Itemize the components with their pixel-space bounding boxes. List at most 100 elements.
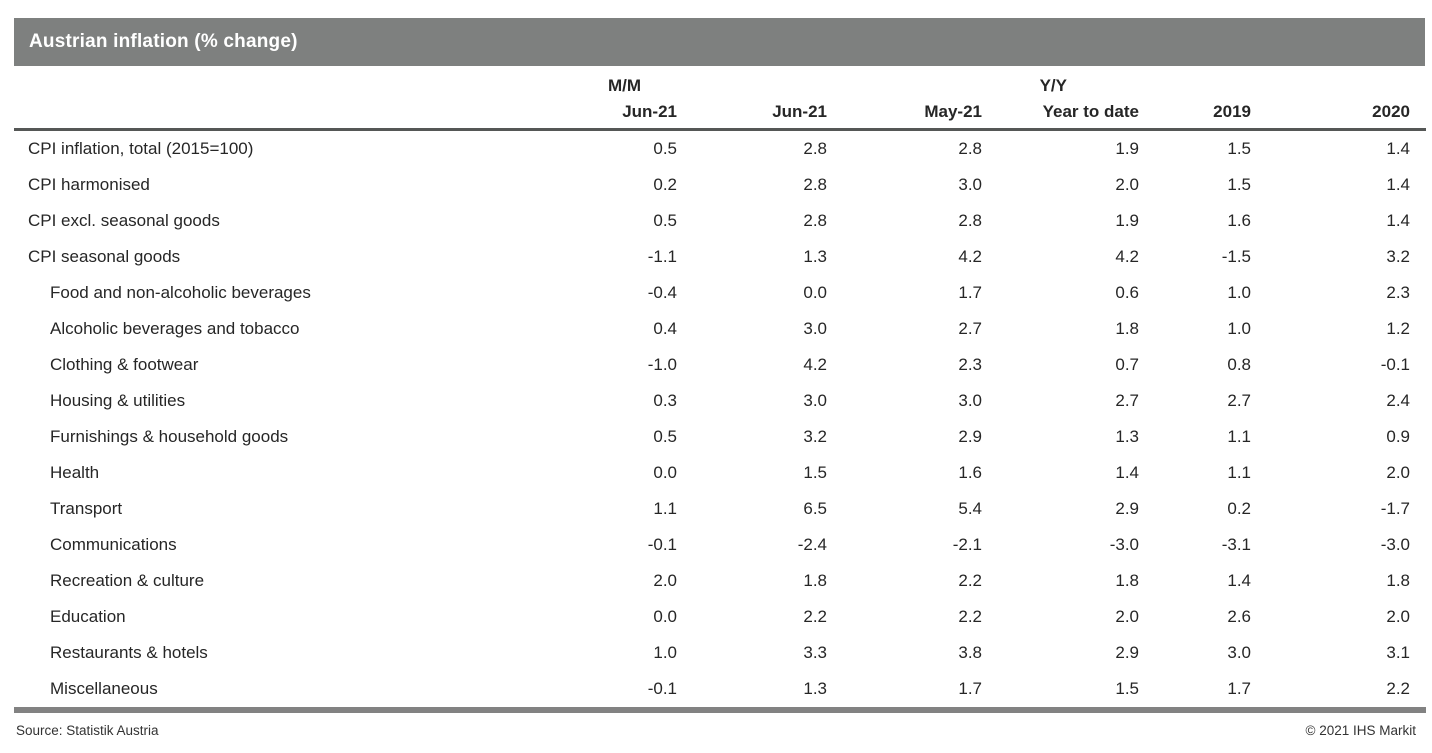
cell-value: 1.7	[1227, 679, 1251, 698]
table-bottom-rule	[14, 707, 1426, 713]
table-row: Health 0.0 1.5 1.6 1.4 1.1 2.0	[14, 455, 1426, 491]
cell-value: 0.8	[1227, 355, 1251, 374]
cell-value: 1.0	[653, 643, 677, 662]
cell-value: -1.5	[1221, 247, 1251, 266]
cell-value: 0.5	[653, 427, 677, 446]
cell-value: 2.8	[803, 139, 827, 158]
inflation-table-wrap: M/M Y/Y Jun-21 Jun-21 May-21 Year to dat…	[14, 66, 1426, 707]
cell-value: 2.9	[958, 427, 982, 446]
cell-value: -3.0	[1380, 535, 1410, 554]
cell-value: 1.5	[1227, 175, 1251, 194]
cell-value: 2.0	[1115, 175, 1139, 194]
cell-value: 1.8	[1115, 319, 1139, 338]
cell-value: 1.8	[803, 571, 827, 590]
cell-value: -0.4	[647, 283, 677, 302]
cell-value: 2.2	[958, 571, 982, 590]
source-note: Source: Statistik Austria	[16, 723, 159, 738]
cell-value: 1.8	[1386, 571, 1410, 590]
cell-value: 1.4	[1386, 175, 1410, 194]
table-row: Recreation & culture 2.0 1.8 2.2 1.8 1.4 1.8	[14, 563, 1426, 599]
row-label: CPI seasonal goods	[28, 247, 181, 266]
cell-value: 1.4	[1115, 463, 1139, 482]
row-label: CPI excl. seasonal goods	[28, 211, 220, 230]
cell-value: -0.1	[647, 535, 677, 554]
table-row: Education 0.0 2.2 2.2 2.0 2.6 2.0	[14, 599, 1426, 635]
cell-value: 5.4	[958, 499, 982, 518]
cell-value: 0.3	[653, 391, 677, 410]
cell-value: 1.7	[958, 679, 982, 698]
cell-value: 1.4	[1386, 211, 1410, 230]
table-row: CPI harmonised 0.2 2.8 3.0 2.0 1.5 1.4	[14, 167, 1426, 203]
cell-value: 1.1	[653, 499, 677, 518]
cell-value: -0.1	[1380, 355, 1410, 374]
cell-value: 2.2	[1386, 679, 1410, 698]
table-row: Food and non-alcoholic beverages -0.4 0.0 1…	[14, 275, 1426, 311]
row-label: Housing & utilities	[50, 391, 186, 410]
table-row: Clothing & footwear -1.0 4.2 2.3 0.7 0.8 -0.1	[14, 347, 1426, 383]
row-label: Transport	[50, 499, 123, 518]
row-label: CPI harmonised	[28, 175, 150, 194]
cell-value: 1.6	[958, 463, 982, 482]
cell-value: 4.2	[803, 355, 827, 374]
cell-value: 2.0	[1386, 463, 1410, 482]
cell-value: 2.0	[1115, 607, 1139, 626]
cell-value: 2.2	[958, 607, 982, 626]
group-header-spacer	[14, 66, 459, 96]
column-header-year-to-date: Year to date	[1042, 102, 1139, 121]
copyright-note: © 2021 IHS Markit	[1305, 723, 1417, 738]
cell-value: 2.6	[1227, 607, 1251, 626]
row-label: Recreation & culture	[50, 571, 205, 590]
column-header-yy-may21: May-21	[924, 102, 982, 121]
cell-value: 1.3	[803, 679, 827, 698]
cell-value: 3.8	[958, 643, 982, 662]
cell-value: 0.2	[1227, 499, 1251, 518]
cell-value: 0.0	[803, 283, 827, 302]
cell-value: 4.2	[1115, 247, 1139, 266]
cell-value: 3.0	[803, 391, 827, 410]
footer: Source: Statistik Austria © 2021 IHS Mar…	[16, 723, 1416, 738]
cell-value: 0.5	[653, 211, 677, 230]
row-label: CPI inflation, total (2015=100)	[28, 139, 254, 158]
cell-value: 1.9	[1115, 139, 1139, 158]
cell-value: 0.0	[653, 463, 677, 482]
row-label: Furnishings & household goods	[50, 427, 289, 446]
cell-value: 2.4	[1386, 391, 1410, 410]
cell-value: 0.4	[653, 319, 677, 338]
row-label: Education	[50, 607, 126, 626]
cell-value: 1.9	[1115, 211, 1139, 230]
table-row: Alcoholic beverages and tobacco 0.4 3.0 2.7…	[14, 311, 1426, 347]
row-label: Food and non-alcoholic beverages	[50, 283, 311, 302]
cell-value: 1.4	[1227, 571, 1251, 590]
row-label: Communications	[50, 535, 177, 554]
column-header-2019: 2019	[1213, 102, 1251, 121]
cell-value: 2.7	[1227, 391, 1251, 410]
cell-value: 3.2	[1386, 247, 1410, 266]
cell-value: 2.9	[1115, 499, 1139, 518]
table-row: Restaurants & hotels 1.0 3.3 3.8 2.9 3.0 3.1	[14, 635, 1426, 671]
cell-value: 3.3	[803, 643, 827, 662]
cell-value: 3.0	[958, 391, 982, 410]
cell-value: 2.8	[958, 139, 982, 158]
cell-value: 1.5	[1227, 139, 1251, 158]
cell-value: 1.0	[1227, 283, 1251, 302]
cell-value: 1.5	[803, 463, 827, 482]
cell-value: 4.2	[958, 247, 982, 266]
row-label: Restaurants & hotels	[50, 643, 208, 662]
cell-value: -3.1	[1221, 535, 1251, 554]
cell-value: 2.7	[1115, 391, 1139, 410]
cell-value: -2.1	[952, 535, 982, 554]
table-row: Housing & utilities 0.3 3.0 3.0 2.7 2.7 2.4	[14, 383, 1426, 419]
table-row: Transport 1.1 6.5 5.4 2.9 0.2 -1.7	[14, 491, 1426, 527]
column-header-row: Jun-21 Jun-21 May-21 Year to date 2019 2…	[14, 96, 1426, 130]
cell-value: 2.9	[1115, 643, 1139, 662]
cell-value: 1.4	[1386, 139, 1410, 158]
row-label: Clothing & footwear	[50, 355, 199, 374]
cell-value: 2.7	[958, 319, 982, 338]
group-header-row: M/M Y/Y	[14, 66, 1426, 96]
row-label: Miscellaneous	[50, 679, 158, 698]
cell-value: -3.0	[1109, 535, 1139, 554]
column-header-spacer	[14, 96, 459, 130]
cell-value: 1.3	[803, 247, 827, 266]
cell-value: -2.4	[797, 535, 827, 554]
cell-value: -0.1	[647, 679, 677, 698]
